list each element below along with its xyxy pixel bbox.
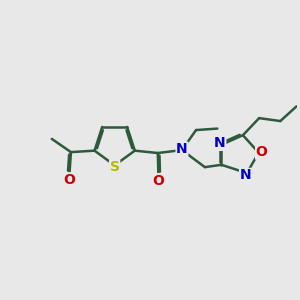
Text: S: S (110, 160, 120, 174)
Text: O: O (152, 174, 164, 188)
Text: O: O (64, 173, 75, 187)
Text: N: N (176, 142, 188, 156)
Text: O: O (256, 145, 268, 159)
Text: N: N (214, 136, 226, 150)
Text: N: N (240, 168, 251, 182)
